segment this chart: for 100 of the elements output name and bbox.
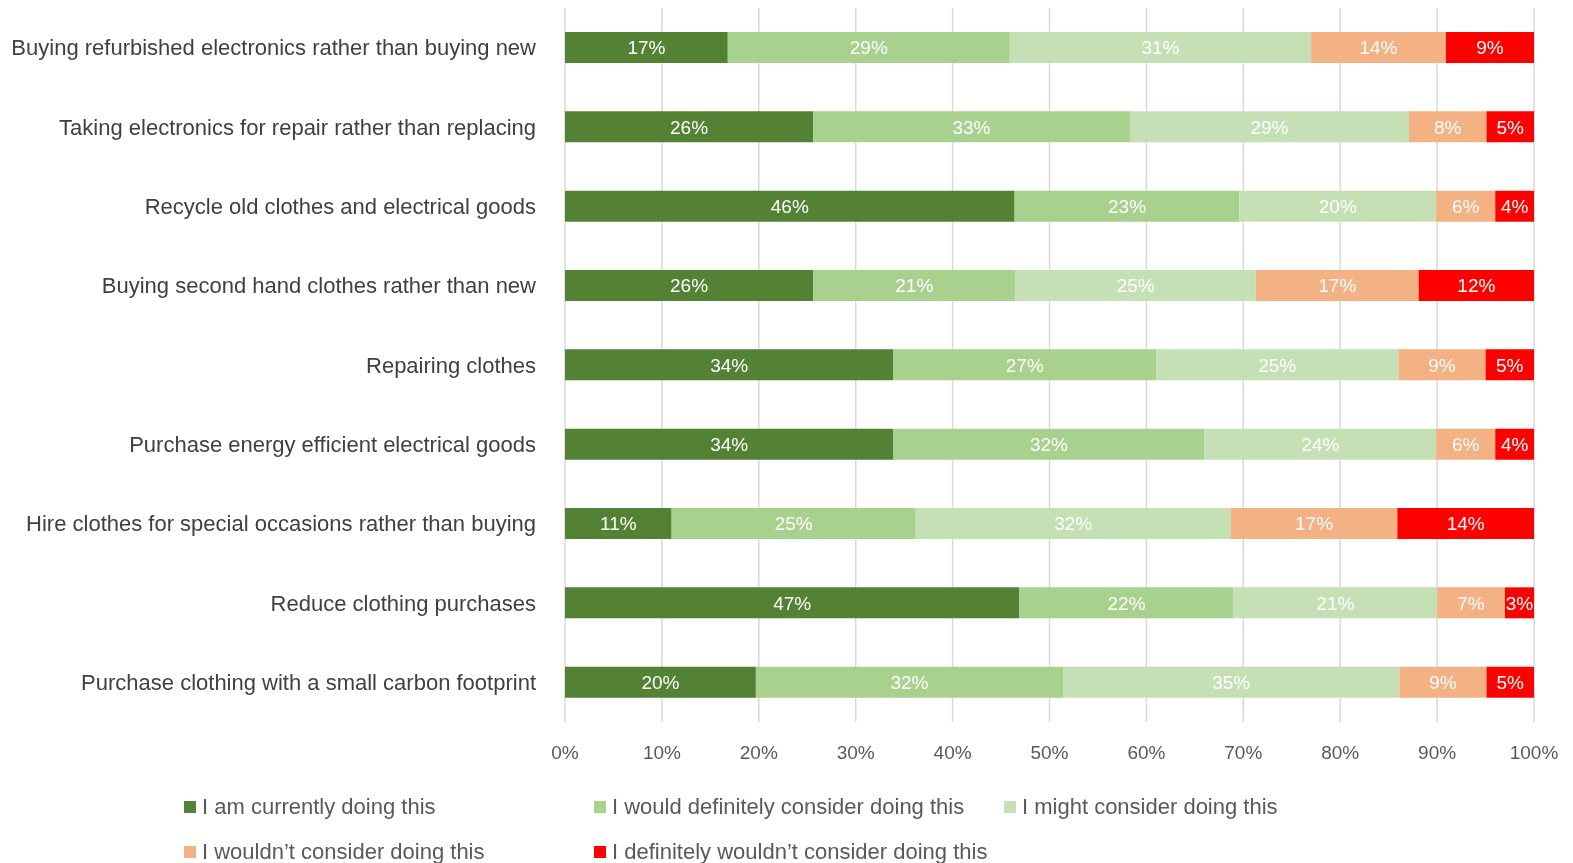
bar [565,349,894,381]
data-label: 17% [627,37,666,59]
data-label: 7% [1457,592,1485,614]
legend-label: I definitely wouldn’t consider doing this [612,838,988,863]
bar [915,508,1231,539]
bar [565,270,814,301]
bar [1418,270,1534,301]
bar [565,190,1015,222]
data-label: 20% [1318,195,1357,217]
x-tick-label: 70% [1224,742,1263,764]
bar [1398,349,1486,381]
y-tick-label: Hire clothes for special occasions rather than buying [26,511,536,537]
data-label: 14% [1359,37,1398,59]
data-label: 35% [1212,671,1251,693]
y-tick-label: Taking electronics for repair rather than replacing [59,114,536,140]
x-tick-label: 60% [1127,742,1166,764]
data-label: 11% [599,513,637,535]
data-label: 21% [1316,592,1355,614]
data-label: 25% [1258,354,1297,376]
bar [813,111,1130,143]
data-label: 33% [952,116,991,138]
data-label: 23% [1108,195,1147,217]
data-label: 3% [1505,592,1534,614]
x-tick-label: 30% [836,742,875,764]
bar [1204,428,1437,460]
bar [1397,508,1534,539]
bar [893,428,1205,460]
bar [1014,190,1240,222]
x-tick-label: 20% [739,742,778,764]
bar [1255,270,1419,301]
data-label: 26% [670,116,709,138]
data-label: 27% [1005,354,1044,376]
data-label: 14% [1446,513,1485,535]
data-label: 17% [1318,275,1357,297]
bar [1063,666,1400,698]
data-label: 25% [774,513,813,535]
bar [1409,111,1487,143]
data-label: 9% [1428,354,1456,376]
x-tick-label: 10% [642,742,682,764]
bar [565,587,1020,619]
bar [1437,587,1505,619]
data-label: 24% [1301,433,1340,455]
x-tick-label: 50% [1030,742,1069,764]
y-tick-label: Purchase clothing with a small carbon footprint [81,670,536,696]
data-label: 32% [1030,433,1069,455]
legend-label: I am currently doing this [202,793,436,820]
data-label: 4% [1500,195,1529,217]
y-tick-label: Repairing clothes [366,352,536,378]
data-label: 17% [1295,513,1334,535]
bar [1233,587,1438,619]
data-label: 25% [1116,275,1155,297]
data-label: 29% [849,37,888,59]
bar [1239,190,1437,222]
bar [565,428,894,460]
bar [671,508,916,539]
legend-label: I wouldn’t consider doing this [202,838,485,863]
bar [755,666,1064,698]
data-label: 32% [1054,513,1093,535]
bar [1019,587,1234,619]
data-label: 9% [1429,671,1457,693]
x-tick-label: 40% [933,742,972,764]
data-label: 22% [1107,592,1146,614]
bar [565,508,672,539]
bar [1311,32,1446,63]
data-label: 21% [895,275,934,297]
data-label: 20% [641,671,680,693]
data-label: 4% [1500,433,1529,455]
bar [727,32,1010,63]
data-label: 5% [1496,354,1524,376]
data-label: 9% [1476,37,1504,59]
data-label: 6% [1451,195,1480,217]
data-label: 29% [1250,116,1289,138]
data-label: 31% [1141,37,1180,59]
bar [565,111,814,143]
data-label: 34% [710,354,749,376]
bar [565,666,756,698]
data-label: 46% [770,195,809,217]
legend-label: I would definitely consider doing this [612,793,965,820]
x-tick-label: 0% [551,742,579,764]
y-tick-label: Reduce clothing purchases [270,590,536,616]
y-tick-label: Purchase energy efficient electrical goods [129,432,536,458]
bar [1156,349,1399,381]
data-label: 5% [1496,671,1525,693]
data-label: 32% [890,671,929,693]
data-label: 8% [1434,116,1462,138]
bar [565,32,728,63]
data-label: 26% [670,275,709,297]
bar [1015,270,1256,301]
bar [1009,32,1312,63]
data-label: 6% [1451,433,1480,455]
bar [1445,32,1534,63]
data-label: 34% [710,433,749,455]
bar [893,349,1157,381]
data-label: 47% [773,592,812,614]
y-tick-label: Recycle old clothes and electrical goods [144,194,536,220]
legend-label: I might consider doing this [1022,793,1278,820]
bar [1129,111,1409,143]
x-tick-label: 100% [1509,742,1559,764]
data-label: 5% [1496,116,1525,138]
bar [1230,508,1398,539]
